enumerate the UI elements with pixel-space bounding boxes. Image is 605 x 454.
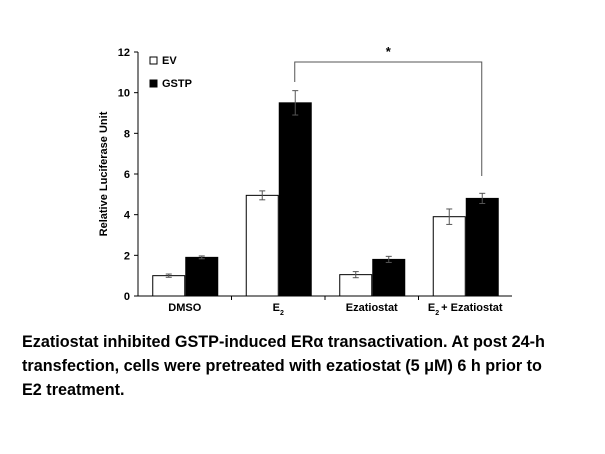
legend: EV GSTP: [149, 55, 192, 90]
significance-bracket: [294, 61, 483, 176]
x-label-main: E: [273, 302, 280, 314]
legend-swatch-gstp: [149, 79, 158, 88]
caption-line-1: Ezatiostat inhibited GSTP-induced ERα tr…: [22, 333, 545, 351]
x-tick-label: DMSO: [168, 302, 201, 314]
legend-label-gstp: GSTP: [162, 78, 192, 90]
legend-label-ev: EV: [162, 55, 177, 67]
caption-line-3: E2 treatment.: [22, 381, 125, 399]
y-tick-label: 6: [124, 169, 130, 181]
bar-gstp: [465, 197, 499, 297]
bar-gstp: [278, 102, 312, 297]
caption-line-2: transfection, cells were pretreated with…: [22, 357, 542, 375]
bar-gstp: [372, 258, 406, 297]
legend-swatch-ev: [149, 56, 158, 65]
bars: [152, 90, 499, 297]
x-label-subscript: 2: [280, 310, 284, 317]
bar-ev: [152, 275, 186, 297]
y-tick-label: 4: [124, 210, 131, 222]
y-tick-label: 12: [118, 47, 130, 59]
y-tick-label: 2: [124, 250, 130, 262]
bar-ev: [432, 216, 466, 297]
x-tick-label: Ezatiostat: [346, 302, 398, 314]
x-axis: DMSO E2 Ezatiostat E2 + Ezatiostat: [138, 295, 512, 317]
y-tick-label: 8: [124, 128, 130, 140]
x-label-subscript: 2: [435, 310, 439, 317]
x-label-main: Ezatiostat: [346, 302, 398, 314]
x-label-main: E: [428, 302, 435, 314]
y-tick-label: 10: [118, 88, 130, 100]
x-tick-label: E2 + Ezatiostat: [428, 302, 503, 317]
significance-annotations: *: [294, 44, 483, 176]
significance-star: *: [386, 44, 392, 59]
y-axis-label: Relative Luciferase Unit: [98, 111, 110, 236]
bar-ev: [245, 194, 279, 297]
x-tick-label: E2: [273, 302, 284, 317]
x-label-main: DMSO: [168, 302, 201, 314]
y-tick-label: 0: [124, 291, 130, 303]
y-axis: 0 2 4 6 8 10 12 Relative Luciferase Unit: [98, 47, 139, 303]
x-label-rest: + Ezatiostat: [441, 302, 503, 314]
figure-caption: Ezatiostat inhibited GSTP-induced ERα tr…: [22, 330, 597, 402]
bar-gstp: [185, 256, 219, 297]
